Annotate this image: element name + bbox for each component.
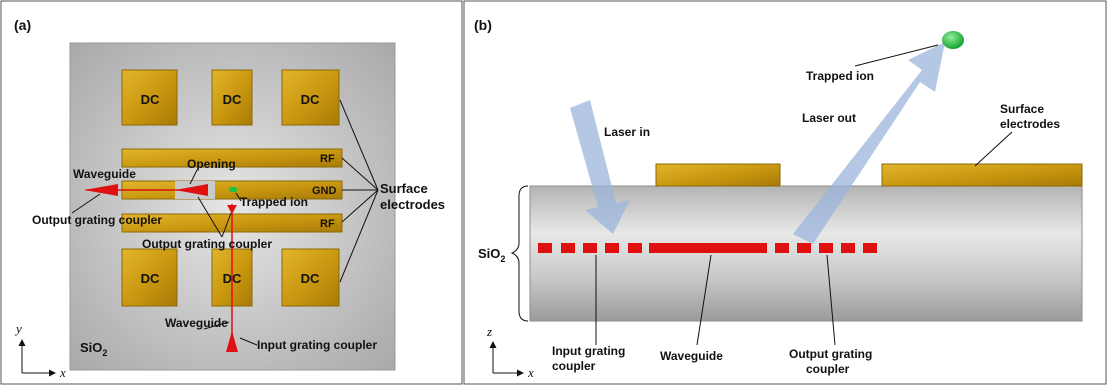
trapped-ion-sphere — [942, 31, 964, 49]
dc-electrode-3 — [281, 69, 340, 126]
dc-electrode-2 — [211, 69, 253, 126]
output-grating-coupler-left — [84, 184, 118, 196]
panel-b: (b) Trapped ion Laser in Laser out — [474, 17, 1083, 380]
z-axis-label: z — [486, 324, 492, 339]
output-coupler-pointer-2a — [197, 196, 223, 238]
output-grating-tooth-1 — [775, 243, 789, 253]
input-grating-tooth-4 — [605, 243, 619, 253]
surface-electrodes-pointers — [339, 99, 379, 283]
dc-label-2: DC — [223, 92, 242, 107]
output-coupler-label-2: Output grating coupler — [142, 237, 272, 251]
input-grating-tooth-3 — [583, 243, 597, 253]
x-axis-label: x — [59, 365, 66, 380]
laser-out-beam — [793, 42, 945, 244]
axes-b: z x — [486, 324, 534, 380]
axes-a: y x — [14, 321, 66, 380]
surface-electrodes-label-2: electrodes — [380, 197, 445, 212]
waveguide-core — [649, 243, 767, 253]
sio2-label-a: SiO2 — [80, 340, 107, 358]
y-axis-label: y — [14, 321, 22, 336]
waveguide-label-b: Waveguide — [660, 349, 723, 363]
input-grating-tooth-5 — [628, 243, 642, 253]
panel-a-tag: (a) — [14, 17, 31, 33]
trapped-ion-pointer — [235, 192, 242, 202]
trapped-ion-pointer-b — [854, 44, 939, 67]
x-axis-label-b: x — [527, 365, 534, 380]
grating-waveguide-row — [538, 243, 877, 253]
output-grating-tooth-3 — [819, 243, 833, 253]
dc-label-3: DC — [301, 92, 320, 107]
waveguide-bottom-pointer — [203, 321, 230, 330]
opening-label: Opening — [187, 157, 236, 171]
surface-electrodes-label-b-1: Surface — [1000, 102, 1044, 116]
output-coupler-pointer-b — [826, 254, 836, 346]
dc-electrode-6 — [281, 248, 340, 307]
output-coupler-pointer-1 — [71, 193, 101, 214]
dc-label-6: DC — [301, 271, 320, 286]
thickness-brace — [510, 185, 529, 322]
sio2-label-b: SiO2 — [478, 246, 505, 264]
rf-label-bottom: RF — [320, 218, 335, 230]
input-grating-tooth-1 — [538, 243, 552, 253]
laser-in-beam — [570, 100, 630, 234]
surface-electrode-left — [655, 163, 781, 187]
laser-in-label: Laser in — [604, 125, 650, 139]
surface-electrode-right — [881, 163, 1083, 187]
rf-label-top: RF — [320, 153, 335, 165]
input-coupler-label-b-1: Input grating — [552, 344, 625, 358]
panel-a: (a) DC DC DC RF GND RF DC DC DC — [14, 17, 445, 380]
output-coupler-label-b-1: Output grating — [789, 347, 872, 361]
output-grating-coupler-vertical — [227, 205, 237, 214]
trapped-ion-label: Trapped ion — [240, 195, 308, 209]
dc-electrode-1 — [121, 69, 178, 126]
input-coupler-label: Input grating coupler — [257, 338, 377, 352]
waveguide-top-label: Waveguide — [73, 167, 136, 181]
output-grating-coupler-center — [175, 184, 208, 196]
output-coupler-label-1: Output grating coupler — [32, 213, 162, 227]
laser-out-label: Laser out — [802, 111, 856, 125]
dc-label-4: DC — [141, 271, 160, 286]
output-grating-tooth-5 — [863, 243, 877, 253]
waveguide-bottom-label: Waveguide — [165, 316, 228, 330]
output-coupler-pointer-2b — [221, 212, 232, 238]
input-coupler-label-b-2: coupler — [552, 359, 596, 373]
output-grating-tooth-2 — [797, 243, 811, 253]
surface-electrodes-label-1: Surface — [380, 181, 428, 196]
panel-a-frame — [0, 0, 463, 385]
input-coupler-pointer — [239, 337, 258, 346]
output-coupler-label-b-2: coupler — [806, 362, 850, 376]
dc-electrode-4 — [121, 248, 178, 307]
dc-label-1: DC — [141, 92, 160, 107]
trapped-ion-marker — [229, 187, 237, 192]
opening-pointer — [189, 169, 198, 185]
output-grating-tooth-4 — [841, 243, 855, 253]
waveguide-pointer-b — [696, 254, 712, 346]
surface-electrodes-label-b-2: electrodes — [1000, 117, 1060, 131]
trapped-ion-label-b: Trapped ion — [806, 69, 874, 83]
input-grating-tooth-2 — [561, 243, 575, 253]
gnd-label: GND — [312, 185, 337, 197]
input-grating-coupler — [226, 331, 238, 352]
panel-b-tag: (b) — [474, 17, 492, 33]
surface-electrodes-pointer-b — [974, 131, 1013, 167]
panel-b-frame — [463, 0, 1107, 385]
